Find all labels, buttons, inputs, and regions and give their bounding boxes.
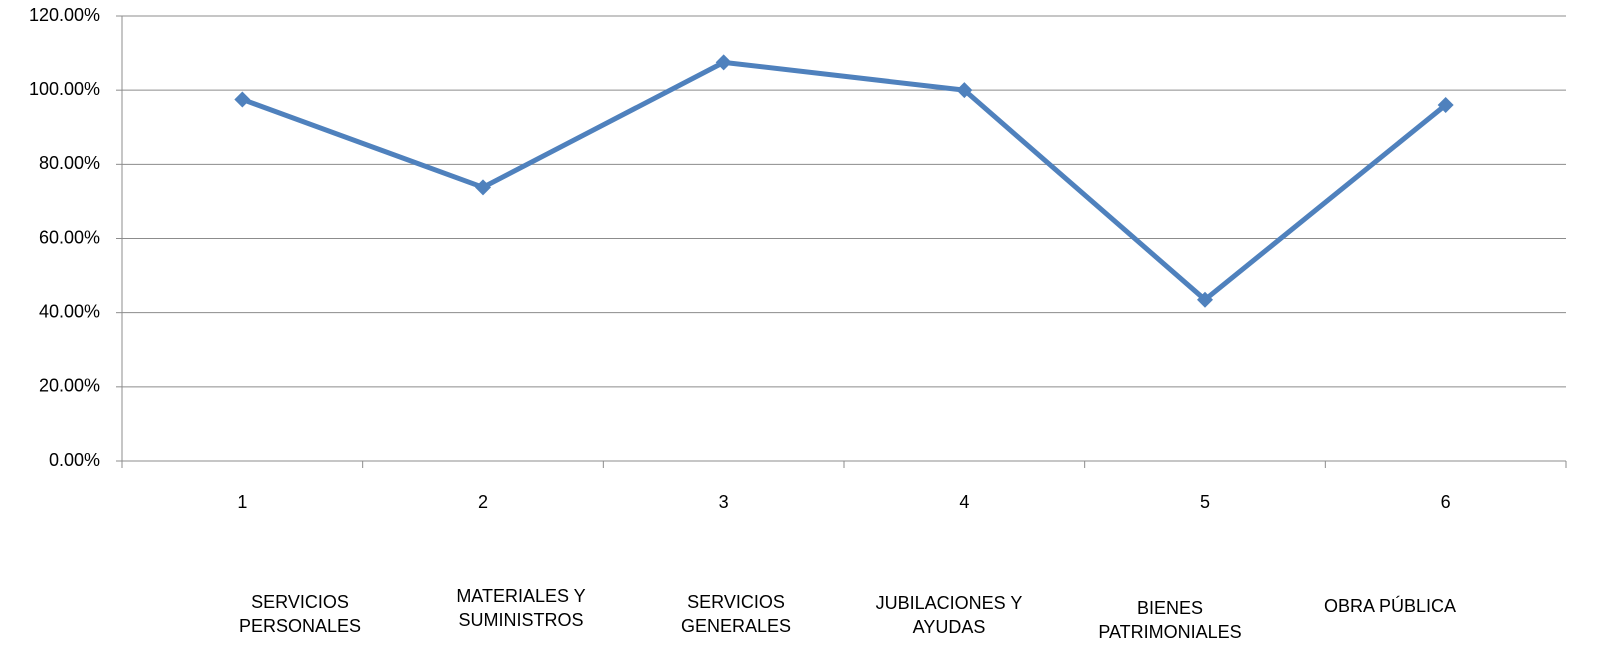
y-tick-label: 40.00% (39, 301, 100, 321)
y-tick-label: 20.00% (39, 376, 100, 396)
y-tick-label: 60.00% (39, 227, 100, 247)
category-description: MATERIALES Y SUMINISTROS (456, 586, 586, 630)
marker (1197, 291, 1213, 308)
marker (234, 91, 251, 108)
y-tick-label: 80.00% (39, 153, 100, 173)
x-tick-label: 1 (237, 492, 247, 512)
x-tick-label: 4 (959, 492, 969, 512)
marker (475, 179, 491, 196)
marker (715, 54, 732, 71)
category-description: OBRA PÚBLICA (1323, 596, 1457, 616)
marker (956, 82, 973, 99)
x-tick-label: 2 (478, 492, 488, 512)
data-line (241, 59, 1448, 303)
marker (1437, 97, 1454, 113)
x-tick-label: 5 (1200, 492, 1210, 512)
x-tick-label: 6 (1441, 492, 1451, 512)
y-tick-label: 100.00% (29, 79, 100, 99)
category-description: SERVICIOS GENERALES (680, 592, 792, 636)
x-tick-label: 3 (719, 492, 729, 512)
category-description: JUBILACIONES Y AYUDAS (875, 593, 1023, 637)
y-tick-label: 120.00% (29, 5, 100, 25)
category-description: BIENES PATRIMONIALES (1098, 598, 1242, 642)
y-tick-label: 0.00% (49, 450, 100, 470)
category-description: SERVICIOS PERSONALES (238, 592, 362, 636)
